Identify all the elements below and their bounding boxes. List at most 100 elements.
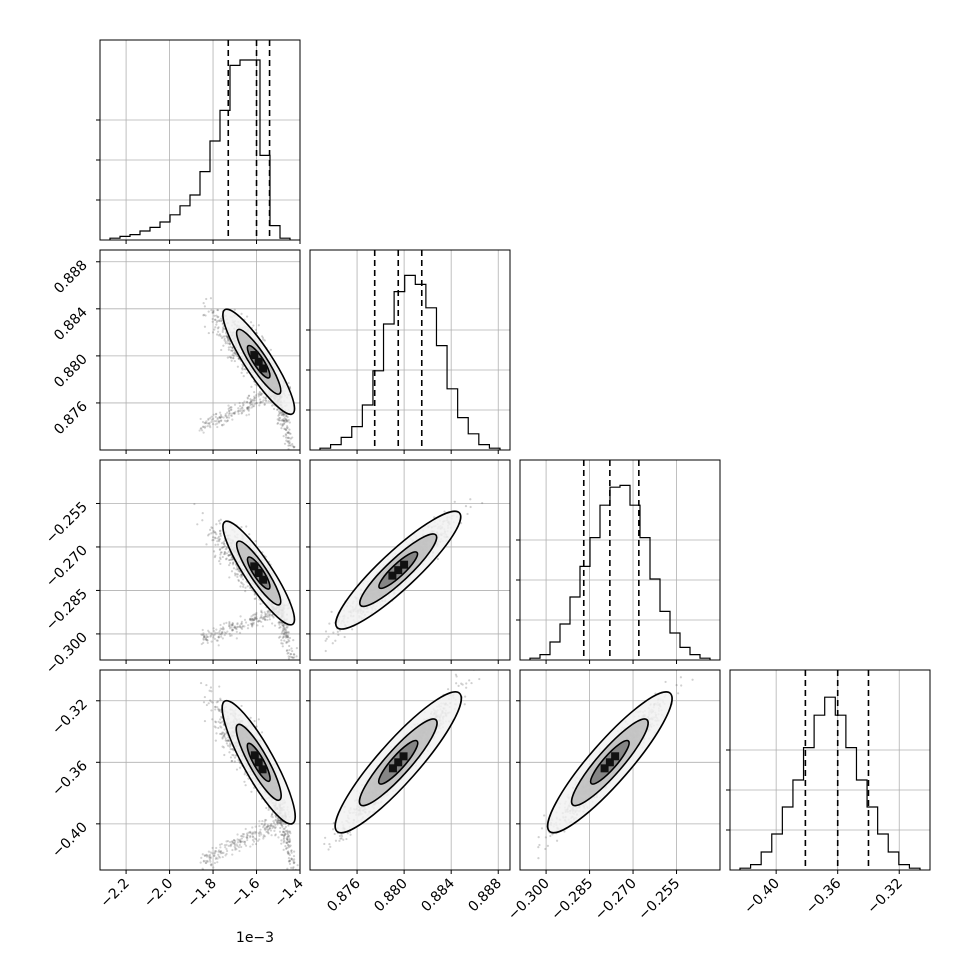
sample-point bbox=[262, 399, 265, 402]
sample-point bbox=[286, 838, 289, 842]
sample-point bbox=[285, 631, 288, 634]
sample-point bbox=[200, 633, 203, 636]
sample-point bbox=[214, 631, 217, 634]
sample-point bbox=[248, 407, 251, 410]
sample-point bbox=[255, 402, 258, 405]
sample-point bbox=[218, 416, 221, 419]
sample-point bbox=[285, 636, 289, 639]
sample-point bbox=[288, 468, 290, 470]
sample-point bbox=[229, 406, 232, 409]
sample-point bbox=[209, 416, 212, 420]
sample-point bbox=[286, 440, 289, 443]
sample-point bbox=[222, 335, 225, 338]
sample-point bbox=[251, 623, 254, 626]
sample-point bbox=[230, 558, 234, 561]
sample-point bbox=[241, 582, 244, 585]
sample-point bbox=[314, 575, 316, 577]
sample-point bbox=[249, 403, 252, 407]
sample-point bbox=[286, 649, 289, 652]
sample-point bbox=[272, 407, 276, 411]
sample-point bbox=[231, 353, 234, 356]
sample-point bbox=[249, 400, 252, 403]
sample-point bbox=[204, 421, 207, 424]
sample-point bbox=[292, 653, 296, 656]
sample-point bbox=[278, 626, 281, 629]
sample-point bbox=[215, 639, 218, 642]
sample-point bbox=[286, 636, 290, 639]
sample-point bbox=[236, 573, 239, 576]
sample-point bbox=[203, 635, 206, 638]
sample-point bbox=[271, 404, 274, 407]
sample-point bbox=[217, 315, 220, 318]
sample-point bbox=[288, 385, 292, 389]
sample-point bbox=[293, 661, 295, 663]
sample-point bbox=[213, 531, 217, 534]
sample-point bbox=[219, 562, 222, 565]
sample-point bbox=[247, 408, 250, 411]
sample-point bbox=[218, 529, 222, 533]
sample-point bbox=[217, 535, 220, 538]
sample-point bbox=[244, 621, 248, 624]
sample-point bbox=[283, 442, 287, 445]
sample-point bbox=[266, 618, 269, 622]
sample-point bbox=[245, 406, 249, 409]
hist-2-steps bbox=[529, 484, 711, 660]
sample-point bbox=[224, 342, 227, 345]
sample-point bbox=[213, 536, 217, 539]
sample-point bbox=[260, 731, 264, 734]
sample-point bbox=[334, 639, 337, 642]
sample-point bbox=[284, 628, 287, 631]
sample-point bbox=[216, 537, 219, 540]
sample-point bbox=[300, 907, 302, 909]
sample-point bbox=[213, 555, 216, 559]
sample-point bbox=[214, 423, 217, 426]
sample-point bbox=[223, 544, 227, 548]
sample-point bbox=[241, 409, 244, 412]
sample-point bbox=[218, 548, 221, 551]
sample-point bbox=[218, 629, 222, 632]
sample-point bbox=[253, 616, 256, 619]
sample-point bbox=[226, 419, 229, 422]
sample-point bbox=[240, 411, 244, 414]
sample-point bbox=[293, 662, 295, 664]
sample-point bbox=[231, 748, 234, 751]
sample-point bbox=[255, 402, 258, 405]
sample-point bbox=[193, 502, 196, 506]
sample-point bbox=[228, 409, 231, 412]
sample-point bbox=[208, 424, 211, 427]
sample-point bbox=[206, 639, 209, 642]
sample-point bbox=[287, 844, 290, 847]
sample-point bbox=[286, 415, 289, 419]
sample-point bbox=[291, 444, 294, 448]
sample-point bbox=[232, 412, 235, 415]
sample-point bbox=[253, 618, 257, 621]
sample-point bbox=[235, 568, 238, 571]
sample-point bbox=[210, 532, 213, 535]
sample-point bbox=[219, 533, 222, 536]
sample-point bbox=[207, 331, 210, 335]
sample-point bbox=[217, 636, 220, 639]
sample-point bbox=[252, 617, 255, 621]
sample-point bbox=[208, 533, 211, 536]
sample-point bbox=[230, 760, 233, 763]
sample-point bbox=[283, 639, 286, 642]
hist-0-frame bbox=[99, 39, 301, 241]
sample-point bbox=[201, 420, 205, 424]
sample-point bbox=[291, 443, 294, 446]
sample-point bbox=[205, 635, 209, 638]
sample-point bbox=[265, 806, 268, 810]
sample-point bbox=[198, 429, 201, 432]
sample-point bbox=[271, 622, 274, 625]
sample-point bbox=[227, 407, 230, 411]
sample-point bbox=[276, 418, 279, 421]
sample-point bbox=[287, 634, 290, 637]
sample-point bbox=[259, 400, 262, 404]
sample-point bbox=[223, 633, 226, 637]
sample-point bbox=[337, 633, 340, 636]
sample-point bbox=[242, 403, 245, 406]
sample-point bbox=[253, 395, 256, 398]
sample-point bbox=[230, 359, 233, 362]
sample-point bbox=[240, 622, 243, 625]
sample-point bbox=[263, 339, 266, 342]
sample-point bbox=[279, 625, 282, 629]
